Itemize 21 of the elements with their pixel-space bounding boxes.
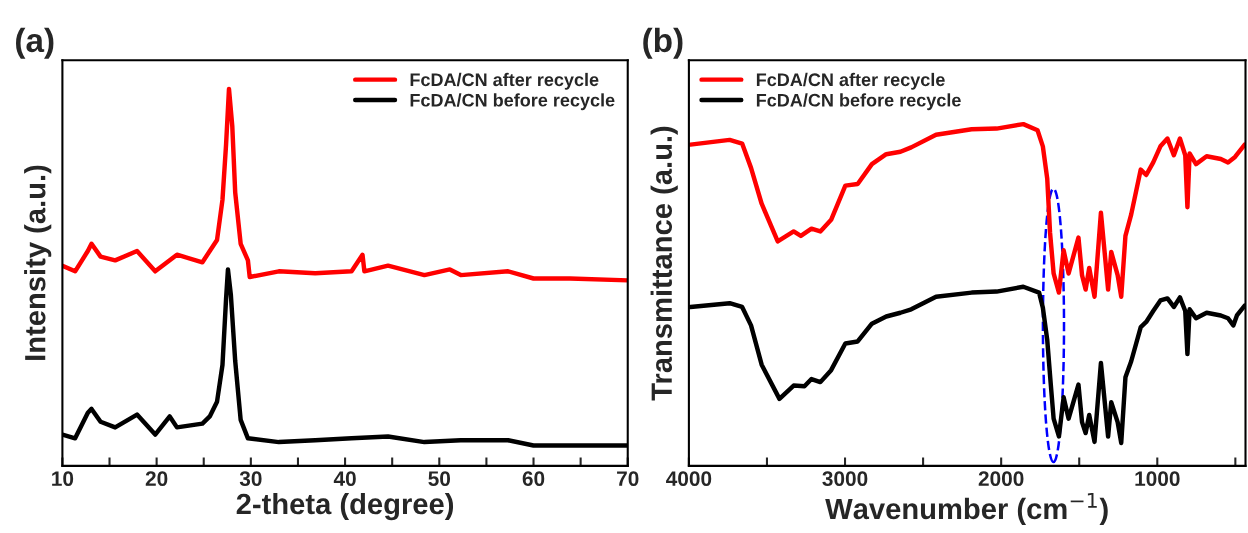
legend-label: FcDA/CN before recycle [410, 93, 615, 111]
x-tick-label: 50 [428, 471, 451, 487]
x-tick-label: 20 [145, 471, 168, 487]
chart-title: (b) [643, 27, 683, 59]
x-tick-label: 60 [522, 471, 545, 487]
x-tick-label: 3000 [822, 471, 868, 487]
x-tick-label: 30 [239, 471, 262, 487]
legend-label: FcDA/CN before recycle [756, 93, 961, 111]
y-axis-title: Transmittance (a.u.) [650, 126, 678, 401]
chart-title: (a) [16, 27, 54, 59]
x-tick-label: 4000 [666, 471, 712, 487]
legend-label: FcDA/CN after recycle [756, 72, 945, 90]
x-tick-label: 70 [617, 471, 639, 487]
y-axis-title: Intensity (a.u.) [24, 165, 52, 360]
x-tick-label: 1000 [1135, 471, 1180, 487]
x-tick-label: 40 [333, 471, 356, 487]
x-tick-label: 10 [52, 471, 74, 487]
x-axis-title: 2-theta (degree) [236, 492, 454, 521]
x-axis-title: Wavenumber (cm$^{−1}$) [825, 492, 1108, 525]
legend-label: FcDA/CN after recycle [410, 72, 599, 90]
x-tick-label: 2000 [978, 471, 1024, 487]
